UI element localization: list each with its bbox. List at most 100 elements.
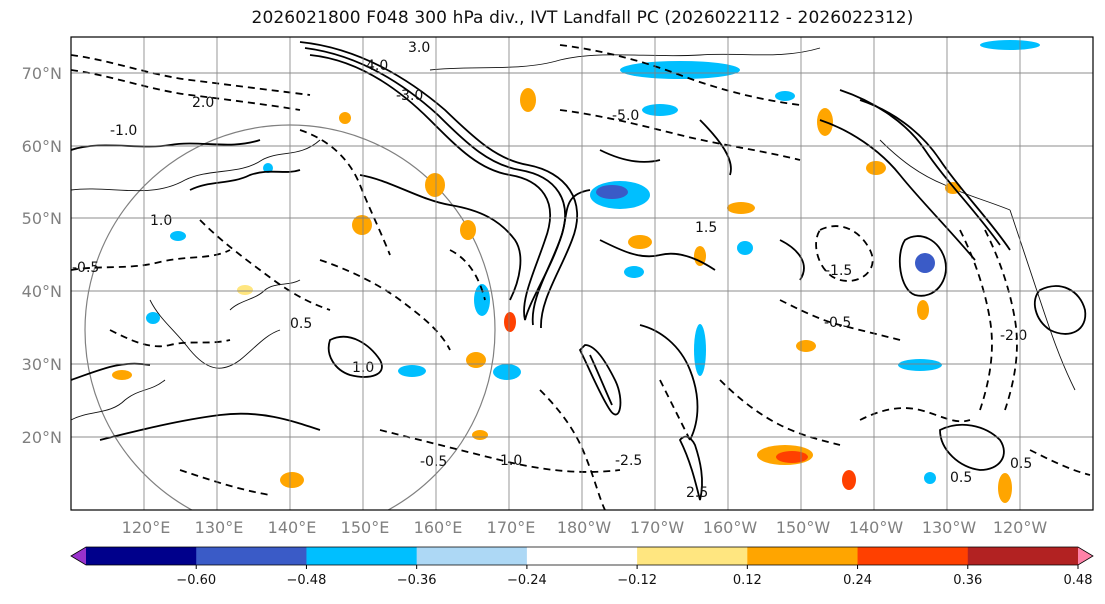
colorbar-tick-label: −0.48 bbox=[287, 573, 327, 588]
div-patch bbox=[170, 231, 186, 241]
contour-label: -2.5 bbox=[615, 453, 642, 469]
contour-label: 2.0 bbox=[192, 95, 214, 111]
lat-label: 40°N bbox=[22, 282, 62, 301]
divergence-fill bbox=[112, 40, 1040, 503]
contour-label: 2.5 bbox=[686, 485, 708, 501]
contour-label: 4.0 bbox=[366, 58, 388, 74]
conv-patch bbox=[112, 370, 132, 380]
contour-label: 0.5 bbox=[1010, 456, 1032, 472]
gridlines bbox=[71, 37, 1093, 510]
colorbar-tick-label: −0.12 bbox=[617, 573, 657, 588]
conv-patch bbox=[352, 215, 372, 235]
lon-label: 140°E bbox=[268, 518, 317, 537]
div-patch bbox=[398, 365, 426, 377]
div-patch bbox=[146, 312, 160, 324]
conv-patch bbox=[998, 473, 1012, 503]
div-patch bbox=[980, 40, 1040, 50]
lon-label: 150°W bbox=[776, 518, 831, 537]
contour-label: 1.5 bbox=[695, 220, 717, 236]
contour-label: 1.0 bbox=[150, 213, 172, 229]
conv-patch bbox=[466, 352, 486, 368]
contour-label: -1.5 bbox=[825, 263, 852, 279]
contour-label: 0.5 bbox=[290, 316, 312, 332]
colorbar-extend-low bbox=[71, 547, 86, 565]
colorbar-tick-label: 0.36 bbox=[953, 573, 982, 588]
colorbar-segment bbox=[196, 547, 307, 565]
contour-label: 1.0 bbox=[500, 453, 522, 469]
colorbar-segment bbox=[967, 547, 1079, 565]
conv-patch bbox=[694, 246, 706, 266]
conv-patch bbox=[472, 430, 488, 440]
div-patch bbox=[694, 324, 706, 376]
lat-label: 20°N bbox=[22, 428, 62, 447]
conv-patch bbox=[628, 235, 652, 249]
lat-label: 60°N bbox=[22, 137, 62, 156]
coastlines bbox=[71, 47, 1076, 421]
lon-label: 180°W bbox=[557, 518, 612, 537]
map-frame bbox=[70, 36, 1094, 511]
contour-label: -0.5 bbox=[824, 315, 851, 331]
colorbar-segment bbox=[857, 547, 969, 565]
contour-label: -1.0 bbox=[110, 123, 137, 139]
negative-contours bbox=[71, 44, 1091, 510]
positive-contours bbox=[71, 41, 1087, 501]
conv-patch bbox=[280, 472, 304, 488]
contour-label: -5.0 bbox=[612, 108, 639, 124]
div-patch bbox=[642, 104, 678, 116]
conv-patch bbox=[796, 340, 816, 352]
contour-label: -3.0 bbox=[396, 88, 423, 104]
conv-patch bbox=[460, 220, 476, 240]
contour-label: -0.5 bbox=[72, 260, 99, 276]
colorbar-segment bbox=[637, 547, 748, 565]
lon-label: 160°W bbox=[703, 518, 758, 537]
colorbar-tick-label: −0.24 bbox=[507, 573, 547, 588]
colorbar-segment bbox=[306, 547, 418, 565]
colorbar-segment bbox=[416, 547, 528, 565]
div-patch bbox=[915, 253, 935, 273]
lon-label: 130°W bbox=[922, 518, 977, 537]
div-patch bbox=[263, 163, 273, 173]
colorbar-outline bbox=[70, 546, 1094, 566]
lon-label: 170°W bbox=[630, 518, 685, 537]
colorbar-segment bbox=[526, 547, 638, 565]
colorbar-tick-label: −0.36 bbox=[397, 573, 437, 588]
contour-label: -0.5 bbox=[420, 454, 447, 470]
latitude-labels: 70°N 60°N 50°N 40°N 30°N 20°N bbox=[22, 64, 62, 447]
conv-patch bbox=[776, 451, 808, 463]
colorbar-tick-label: 0.12 bbox=[733, 573, 762, 588]
lat-label: 50°N bbox=[22, 209, 62, 228]
contour-label: -2.0 bbox=[1000, 328, 1027, 344]
conv-patch bbox=[520, 88, 536, 112]
conv-patch bbox=[842, 470, 856, 490]
lon-label: 170°E bbox=[487, 518, 536, 537]
conv-patch bbox=[425, 173, 445, 197]
conv-patch bbox=[237, 285, 253, 295]
lon-label: 120°E bbox=[122, 518, 171, 537]
contour-label: 0.5 bbox=[950, 470, 972, 486]
div-patch bbox=[924, 472, 936, 484]
div-patch bbox=[775, 91, 795, 101]
lon-label: 130°E bbox=[195, 518, 244, 537]
lon-label: 160°E bbox=[414, 518, 463, 537]
div-patch bbox=[624, 266, 644, 278]
lon-label: 120°W bbox=[993, 518, 1048, 537]
colorbar: −0.60 −0.48 −0.36 −0.24 −0.12 0.12 0.24 0.36 0.4… bbox=[70, 546, 1094, 588]
lon-label: 150°E bbox=[341, 518, 390, 537]
div-patch bbox=[474, 284, 490, 316]
conv-patch bbox=[504, 312, 516, 332]
colorbar-tick-label: −0.60 bbox=[176, 573, 216, 588]
colorbar-extend-high bbox=[1078, 547, 1093, 565]
colorbar-tick-label: 0.48 bbox=[1064, 573, 1093, 588]
conv-patch bbox=[339, 112, 351, 124]
div-patch bbox=[737, 241, 753, 255]
chart-title: 2026021800 F048 300 hPa div., IVT Landfa… bbox=[251, 8, 914, 28]
div-patch bbox=[620, 61, 740, 79]
conv-patch bbox=[727, 202, 755, 214]
conv-patch bbox=[866, 161, 886, 175]
longitude-labels: 120°E 130°E 140°E 150°E 160°E 170°E 180°… bbox=[122, 518, 1048, 537]
lat-label: 70°N bbox=[22, 64, 62, 83]
colorbar-segment bbox=[747, 547, 859, 565]
colorbar-tick-label: 0.24 bbox=[843, 573, 872, 588]
colorbar-segment bbox=[86, 547, 197, 565]
